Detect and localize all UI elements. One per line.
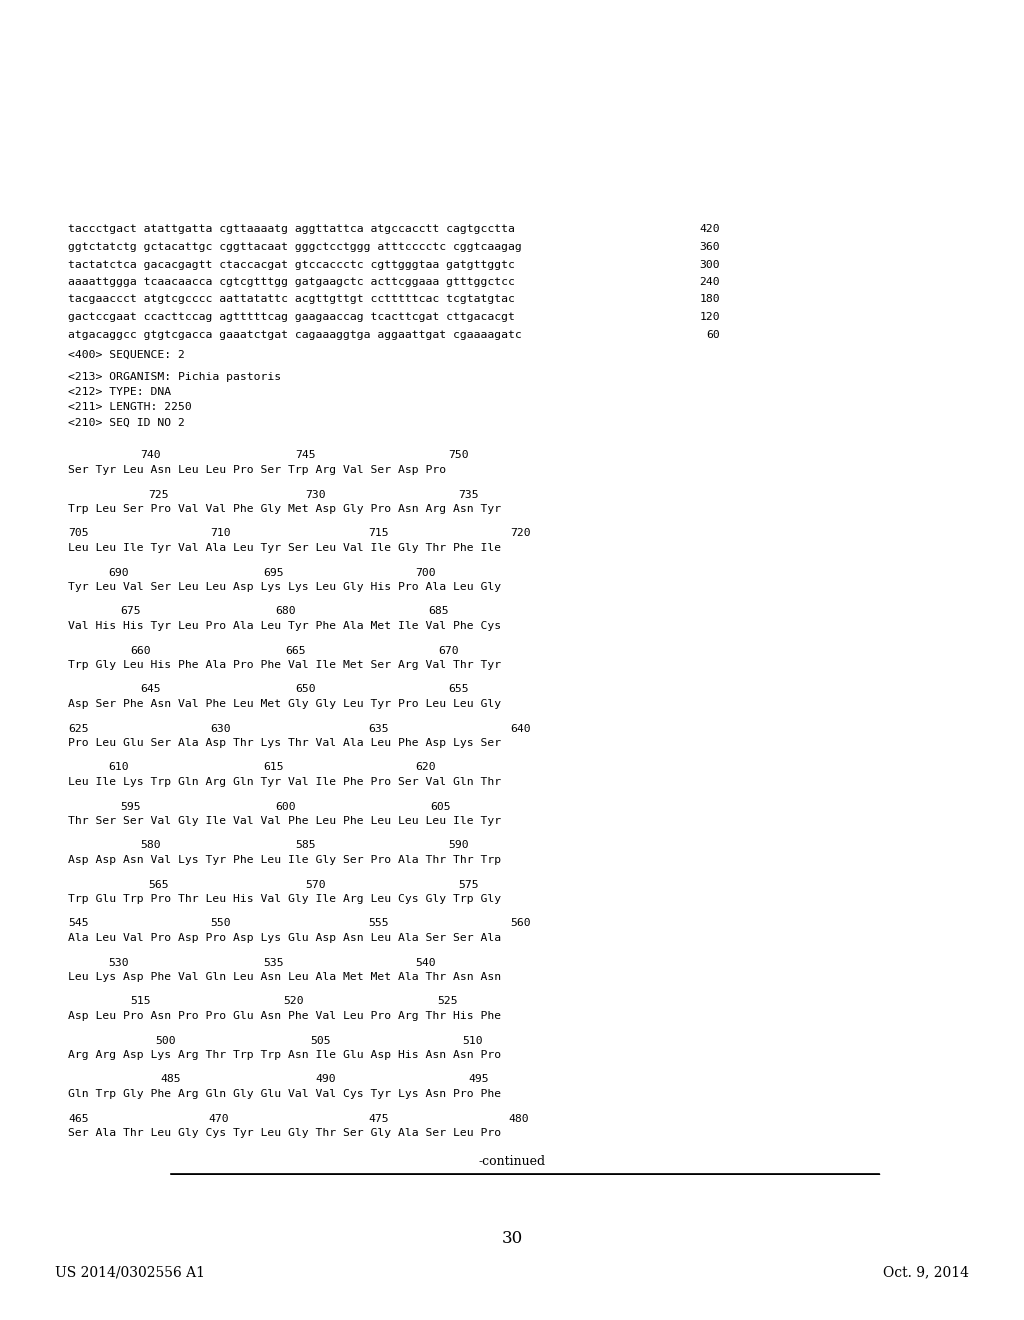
Text: Ser Tyr Leu Asn Leu Leu Pro Ser Trp Arg Val Ser Asp Pro: Ser Tyr Leu Asn Leu Leu Pro Ser Trp Arg … [68, 465, 446, 475]
Text: Pro Leu Glu Ser Ala Asp Thr Lys Thr Val Ala Leu Phe Asp Lys Ser: Pro Leu Glu Ser Ala Asp Thr Lys Thr Val … [68, 738, 501, 748]
Text: 420: 420 [699, 224, 720, 235]
Text: 715: 715 [368, 528, 389, 539]
Text: 180: 180 [699, 294, 720, 305]
Text: 635: 635 [368, 723, 389, 734]
Text: 740: 740 [140, 450, 161, 461]
Text: 240: 240 [699, 277, 720, 286]
Text: 560: 560 [510, 919, 530, 928]
Text: 750: 750 [449, 450, 469, 461]
Text: atgacaggcc gtgtcgacca gaaatctgat cagaaaggtga aggaattgat cgaaaagatc: atgacaggcc gtgtcgacca gaaatctgat cagaaag… [68, 330, 522, 339]
Text: Leu Lys Asp Phe Val Gln Leu Asn Leu Ala Met Met Ala Thr Asn Asn: Leu Lys Asp Phe Val Gln Leu Asn Leu Ala … [68, 972, 501, 982]
Text: Gln Trp Gly Phe Arg Gln Gly Glu Val Val Cys Tyr Lys Asn Pro Phe: Gln Trp Gly Phe Arg Gln Gly Glu Val Val … [68, 1089, 501, 1100]
Text: 30: 30 [502, 1230, 522, 1247]
Text: 545: 545 [68, 919, 89, 928]
Text: <211> LENGTH: 2250: <211> LENGTH: 2250 [68, 403, 191, 412]
Text: Val His His Tyr Leu Pro Ala Leu Tyr Phe Ala Met Ile Val Phe Cys: Val His His Tyr Leu Pro Ala Leu Tyr Phe … [68, 620, 501, 631]
Text: 580: 580 [140, 841, 161, 850]
Text: 705: 705 [68, 528, 89, 539]
Text: 490: 490 [315, 1074, 336, 1085]
Text: 670: 670 [438, 645, 459, 656]
Text: Leu Ile Lys Trp Gln Arg Gln Tyr Val Ile Phe Pro Ser Val Gln Thr: Leu Ile Lys Trp Gln Arg Gln Tyr Val Ile … [68, 777, 501, 787]
Text: 565: 565 [148, 879, 169, 890]
Text: ggtctatctg gctacattgc cggttacaat gggctcctggg atttcccctc cggtcaagag: ggtctatctg gctacattgc cggttacaat gggctcc… [68, 242, 522, 252]
Text: 650: 650 [295, 685, 315, 694]
Text: -continued: -continued [478, 1155, 546, 1168]
Text: <212> TYPE: DNA: <212> TYPE: DNA [68, 387, 171, 397]
Text: 630: 630 [210, 723, 230, 734]
Text: 360: 360 [699, 242, 720, 252]
Text: 645: 645 [140, 685, 161, 694]
Text: 570: 570 [305, 879, 326, 890]
Text: Oct. 9, 2014: Oct. 9, 2014 [883, 1265, 969, 1279]
Text: 700: 700 [415, 568, 435, 578]
Text: 640: 640 [510, 723, 530, 734]
Text: 520: 520 [283, 997, 304, 1006]
Text: 600: 600 [275, 801, 296, 812]
Text: <400> SEQUENCE: 2: <400> SEQUENCE: 2 [68, 350, 185, 360]
Text: 595: 595 [120, 801, 140, 812]
Text: <213> ORGANISM: Pichia pastoris: <213> ORGANISM: Pichia pastoris [68, 371, 282, 381]
Text: 485: 485 [160, 1074, 180, 1085]
Text: 300: 300 [699, 260, 720, 269]
Text: tactatctca gacacgagtt ctaccacgat gtccaccctc cgttgggtaa gatgttggtc: tactatctca gacacgagtt ctaccacgat gtccacc… [68, 260, 515, 269]
Text: tacgaaccct atgtcgcccc aattatattc acgttgttgt cctttttcac tcgtatgtac: tacgaaccct atgtcgcccc aattatattc acgttgt… [68, 294, 515, 305]
Text: 680: 680 [275, 606, 296, 616]
Text: <210> SEQ ID NO 2: <210> SEQ ID NO 2 [68, 418, 185, 428]
Text: 505: 505 [310, 1035, 331, 1045]
Text: 480: 480 [508, 1114, 528, 1123]
Text: 510: 510 [462, 1035, 482, 1045]
Text: Asp Leu Pro Asn Pro Pro Glu Asn Phe Val Leu Pro Arg Thr His Phe: Asp Leu Pro Asn Pro Pro Glu Asn Phe Val … [68, 1011, 501, 1020]
Text: 465: 465 [68, 1114, 89, 1123]
Text: Trp Glu Trp Pro Thr Leu His Val Gly Ile Arg Leu Cys Gly Trp Gly: Trp Glu Trp Pro Thr Leu His Val Gly Ile … [68, 894, 501, 904]
Text: 590: 590 [449, 841, 469, 850]
Text: 625: 625 [68, 723, 89, 734]
Text: Thr Ser Ser Val Gly Ile Val Val Phe Leu Phe Leu Leu Leu Ile Tyr: Thr Ser Ser Val Gly Ile Val Val Phe Leu … [68, 816, 501, 826]
Text: Trp Leu Ser Pro Val Val Phe Gly Met Asp Gly Pro Asn Arg Asn Tyr: Trp Leu Ser Pro Val Val Phe Gly Met Asp … [68, 504, 501, 513]
Text: 120: 120 [699, 312, 720, 322]
Text: 575: 575 [458, 879, 478, 890]
Text: 675: 675 [120, 606, 140, 616]
Text: Arg Arg Asp Lys Arg Thr Trp Trp Asn Ile Glu Asp His Asn Asn Pro: Arg Arg Asp Lys Arg Thr Trp Trp Asn Ile … [68, 1049, 501, 1060]
Text: aaaattggga tcaacaacca cgtcgtttgg gatgaagctc acttcggaaa gtttggctcc: aaaattggga tcaacaacca cgtcgtttgg gatgaag… [68, 277, 515, 286]
Text: 745: 745 [295, 450, 315, 461]
Text: Leu Leu Ile Tyr Val Ala Leu Tyr Ser Leu Val Ile Gly Thr Phe Ile: Leu Leu Ile Tyr Val Ala Leu Tyr Ser Leu … [68, 543, 501, 553]
Text: 555: 555 [368, 919, 389, 928]
Text: 730: 730 [305, 490, 326, 499]
Text: Asp Ser Phe Asn Val Phe Leu Met Gly Gly Leu Tyr Pro Leu Leu Gly: Asp Ser Phe Asn Val Phe Leu Met Gly Gly … [68, 700, 501, 709]
Text: 720: 720 [510, 528, 530, 539]
Text: 530: 530 [108, 957, 129, 968]
Text: Asp Asp Asn Val Lys Tyr Phe Leu Ile Gly Ser Pro Ala Thr Thr Trp: Asp Asp Asn Val Lys Tyr Phe Leu Ile Gly … [68, 855, 501, 865]
Text: 610: 610 [108, 763, 129, 772]
Text: 685: 685 [428, 606, 449, 616]
Text: 605: 605 [430, 801, 451, 812]
Text: gactccgaat ccacttccag agtttttcag gaagaaccag tcacttcgat cttgacacgt: gactccgaat ccacttccag agtttttcag gaagaac… [68, 312, 515, 322]
Text: 615: 615 [263, 763, 284, 772]
Text: 60: 60 [707, 330, 720, 339]
Text: 620: 620 [415, 763, 435, 772]
Text: Ala Leu Val Pro Asp Pro Asp Lys Glu Asp Asn Leu Ala Ser Ser Ala: Ala Leu Val Pro Asp Pro Asp Lys Glu Asp … [68, 933, 501, 942]
Text: 690: 690 [108, 568, 129, 578]
Text: 515: 515 [130, 997, 151, 1006]
Text: 475: 475 [368, 1114, 389, 1123]
Text: 695: 695 [263, 568, 284, 578]
Text: 585: 585 [295, 841, 315, 850]
Text: 500: 500 [155, 1035, 176, 1045]
Text: 655: 655 [449, 685, 469, 694]
Text: Ser Ala Thr Leu Gly Cys Tyr Leu Gly Thr Ser Gly Ala Ser Leu Pro: Ser Ala Thr Leu Gly Cys Tyr Leu Gly Thr … [68, 1129, 501, 1138]
Text: Trp Gly Leu His Phe Ala Pro Phe Val Ile Met Ser Arg Val Thr Tyr: Trp Gly Leu His Phe Ala Pro Phe Val Ile … [68, 660, 501, 671]
Text: 710: 710 [210, 528, 230, 539]
Text: 540: 540 [415, 957, 435, 968]
Text: 535: 535 [263, 957, 284, 968]
Text: 495: 495 [468, 1074, 488, 1085]
Text: Tyr Leu Val Ser Leu Leu Asp Lys Lys Leu Gly His Pro Ala Leu Gly: Tyr Leu Val Ser Leu Leu Asp Lys Lys Leu … [68, 582, 501, 591]
Text: 470: 470 [208, 1114, 228, 1123]
Text: 660: 660 [130, 645, 151, 656]
Text: taccctgact atattgatta cgttaaaatg aggttattca atgccacctt cagtgcctta: taccctgact atattgatta cgttaaaatg aggttat… [68, 224, 515, 235]
Text: 735: 735 [458, 490, 478, 499]
Text: 725: 725 [148, 490, 169, 499]
Text: 665: 665 [285, 645, 305, 656]
Text: 550: 550 [210, 919, 230, 928]
Text: 525: 525 [437, 997, 458, 1006]
Text: US 2014/0302556 A1: US 2014/0302556 A1 [55, 1265, 205, 1279]
